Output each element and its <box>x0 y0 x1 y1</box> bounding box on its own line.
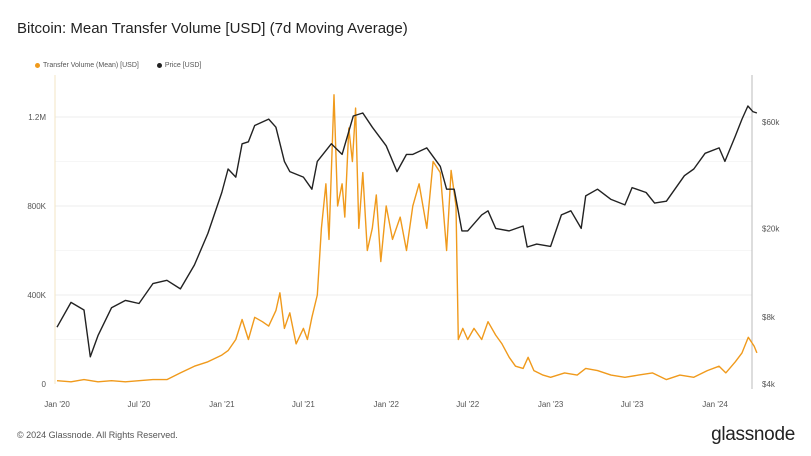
y-left-tick-label: 1.2M <box>28 113 46 122</box>
legend-label: Transfer Volume (Mean) [USD] <box>43 62 139 69</box>
transfer-volume-line <box>56 94 758 383</box>
y-left-tick-label: 800K <box>27 202 46 211</box>
y-right-tick-label: $4k <box>762 380 776 389</box>
x-tick-label: Jul '22 <box>456 400 479 409</box>
x-tick-label: Jul '21 <box>292 400 315 409</box>
y-right-tick-label: $20k <box>762 224 780 233</box>
y-right-tick-label: $8k <box>762 313 776 322</box>
legend: Transfer Volume (Mean) [USD] Price [USD] <box>35 62 201 69</box>
legend-item-transfer-volume[interactable]: Transfer Volume (Mean) [USD] <box>35 62 139 69</box>
copyright: © 2024 Glassnode. All Rights Reserved. <box>17 430 178 440</box>
y-right-tick-label: $60k <box>762 118 780 127</box>
x-tick-label: Jan '22 <box>373 400 399 409</box>
y-left-tick-label: 0 <box>42 380 47 389</box>
price-line <box>56 105 758 358</box>
legend-dot <box>35 62 40 68</box>
legend-label: Price [USD] <box>164 62 202 69</box>
x-tick-label: Jan '23 <box>538 400 564 409</box>
glassnode-logo: glassnode <box>711 424 795 445</box>
legend-dot <box>156 62 162 68</box>
chart-title: Bitcoin: Mean Transfer Volume [USD] (7d … <box>17 20 408 37</box>
y-left-tick-label: 400K <box>27 291 46 300</box>
x-tick-label: Jul '20 <box>128 400 151 409</box>
x-tick-label: Jan '24 <box>702 400 728 409</box>
legend-item-price[interactable]: Price [USD] <box>156 62 202 69</box>
x-tick-label: Jul '23 <box>621 400 644 409</box>
x-tick-label: Jan '21 <box>209 400 235 409</box>
x-tick-label: Jan '20 <box>44 400 70 409</box>
